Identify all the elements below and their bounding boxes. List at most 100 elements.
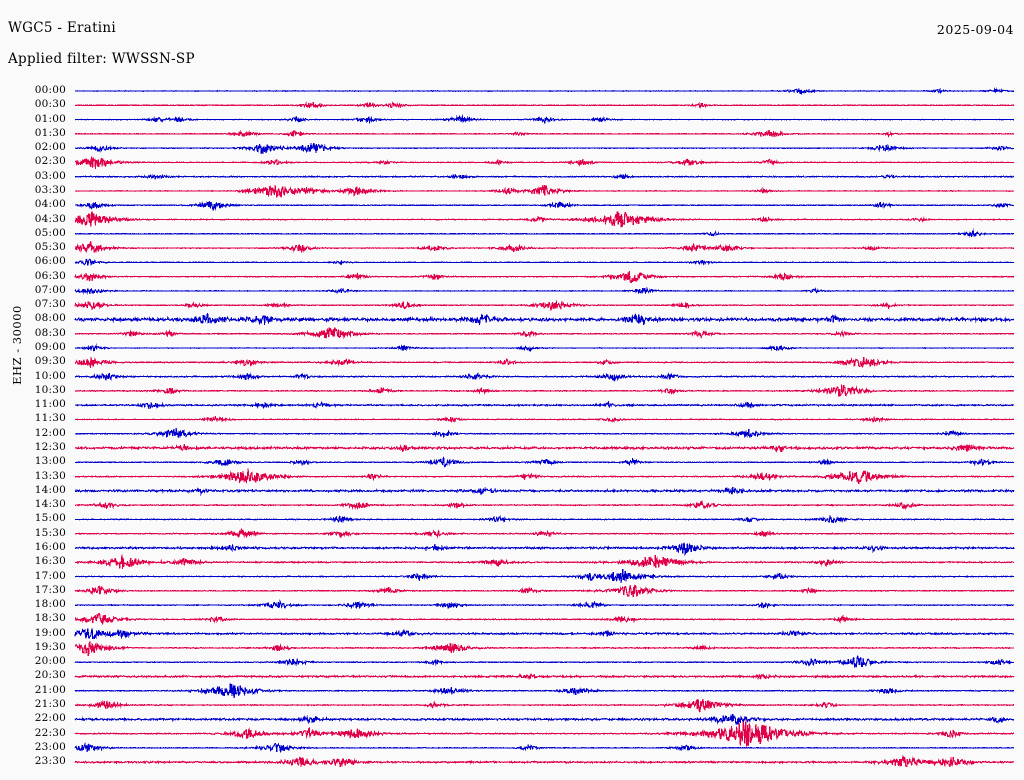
trace-line [74,271,1015,284]
trace-line [74,568,1015,584]
trace-line [74,416,1015,423]
time-tick-label: 03:30 [34,183,66,196]
time-tick-label: 02:00 [34,141,66,154]
time-tick-label: 00:00 [34,84,66,96]
trace-line [74,156,1015,170]
time-tick-label: 12:00 [34,426,66,439]
page-title: WGC5 - Eratini [8,20,117,36]
trace-line [74,455,1015,468]
trace-line [74,500,1015,511]
trace-line [74,114,1015,125]
time-tick-label: 07:00 [34,283,66,296]
trace-line [74,613,1015,625]
time-tick-label: 06:00 [34,255,66,268]
time-tick-label: 02:30 [34,155,66,168]
trace-line [74,327,1015,339]
trace-line [74,627,1015,640]
time-tick-label: 20:30 [34,669,66,682]
time-tick-label: 18:30 [34,612,66,625]
trace-line [74,172,1015,180]
trace-line [74,101,1015,109]
record-date: 2025-09-04 [936,22,1014,37]
trace-line [74,87,1015,95]
trace-line [74,641,1014,656]
time-tick-label: 18:00 [34,598,66,611]
trace-line [74,443,1015,453]
trace-line [74,210,1015,228]
trace-line [74,299,1015,312]
time-tick-label: 22:30 [34,726,66,739]
time-tick-label: 08:30 [34,326,66,339]
trace-line [74,486,1015,497]
trace-line [74,542,1015,556]
trace-line [74,673,1015,681]
time-tick-label: 00:30 [34,98,66,111]
time-tick-label: 23:30 [34,755,66,768]
trace-line [74,698,1015,713]
trace-line [74,200,1015,211]
trace-line [74,741,1014,753]
time-tick-label: 04:00 [34,198,66,211]
time-tick-label: 19:00 [34,626,66,639]
trace-line [74,129,1015,139]
time-tick-label: 17:30 [34,583,66,596]
time-tick-label: 11:30 [34,412,66,425]
time-tick-label: 17:00 [34,569,66,582]
trace-line [74,312,1015,326]
time-tick-label: 11:00 [34,398,66,411]
time-tick-label: 16:30 [34,555,66,568]
trace-line [74,718,1015,747]
trace-line [74,258,1015,266]
trace-line [74,754,1015,768]
trace-line [74,468,1015,484]
time-tick-label: 16:00 [34,540,66,553]
applied-filter-label: Applied filter: WWSSN-SP [8,51,195,67]
time-tick-label: 05:00 [34,226,66,239]
trace-line [74,372,1015,382]
trace-line [74,714,1015,725]
trace-line [74,240,1015,254]
time-tick-label: 13:00 [34,455,66,468]
time-tick-label: 21:00 [34,683,66,696]
time-tick-label: 01:30 [34,126,66,139]
time-tick-label: 05:30 [34,241,66,254]
trace-group [74,87,1015,768]
trace-line [74,343,1015,353]
trace-line [74,286,1015,296]
trace-line [74,599,1015,610]
time-tick-label: 14:30 [34,498,66,511]
trace-line [74,356,1015,368]
time-tick-label: 19:30 [34,640,66,653]
time-tick-label: 08:00 [34,312,66,325]
time-tick-label: 03:00 [34,169,66,182]
time-tick-label: 09:00 [34,341,66,354]
trace-line [74,527,1015,539]
time-tick-label: 10:00 [34,369,66,382]
time-tick-label: 14:00 [34,483,66,496]
time-tick-label: 09:30 [34,355,66,368]
time-tick-label: 22:00 [34,712,66,725]
time-tick-label: 13:30 [34,469,66,482]
time-tick-label: 21:30 [34,698,66,711]
time-tick-label: 12:30 [34,441,66,453]
trace-line [74,554,1015,570]
trace-line [74,584,1015,598]
trace-line [74,384,1015,397]
time-tick-label: 10:30 [34,383,66,396]
time-tick-label: 15:30 [34,526,66,539]
time-tick-label: 15:00 [34,512,66,525]
trace-line [74,514,1015,524]
time-tick-label: 20:00 [34,655,66,668]
time-tick-label: 01:00 [34,112,66,125]
time-tick-label: 06:30 [34,269,66,282]
trace-line [74,400,1015,410]
trace-line [74,655,1015,668]
trace-line [74,228,1015,238]
trace-line [74,184,1015,198]
trace-line [74,683,1015,699]
time-tick-label: 04:30 [34,212,66,225]
time-tick-label: 07:30 [34,298,66,311]
time-tick-label: 23:00 [34,740,66,753]
